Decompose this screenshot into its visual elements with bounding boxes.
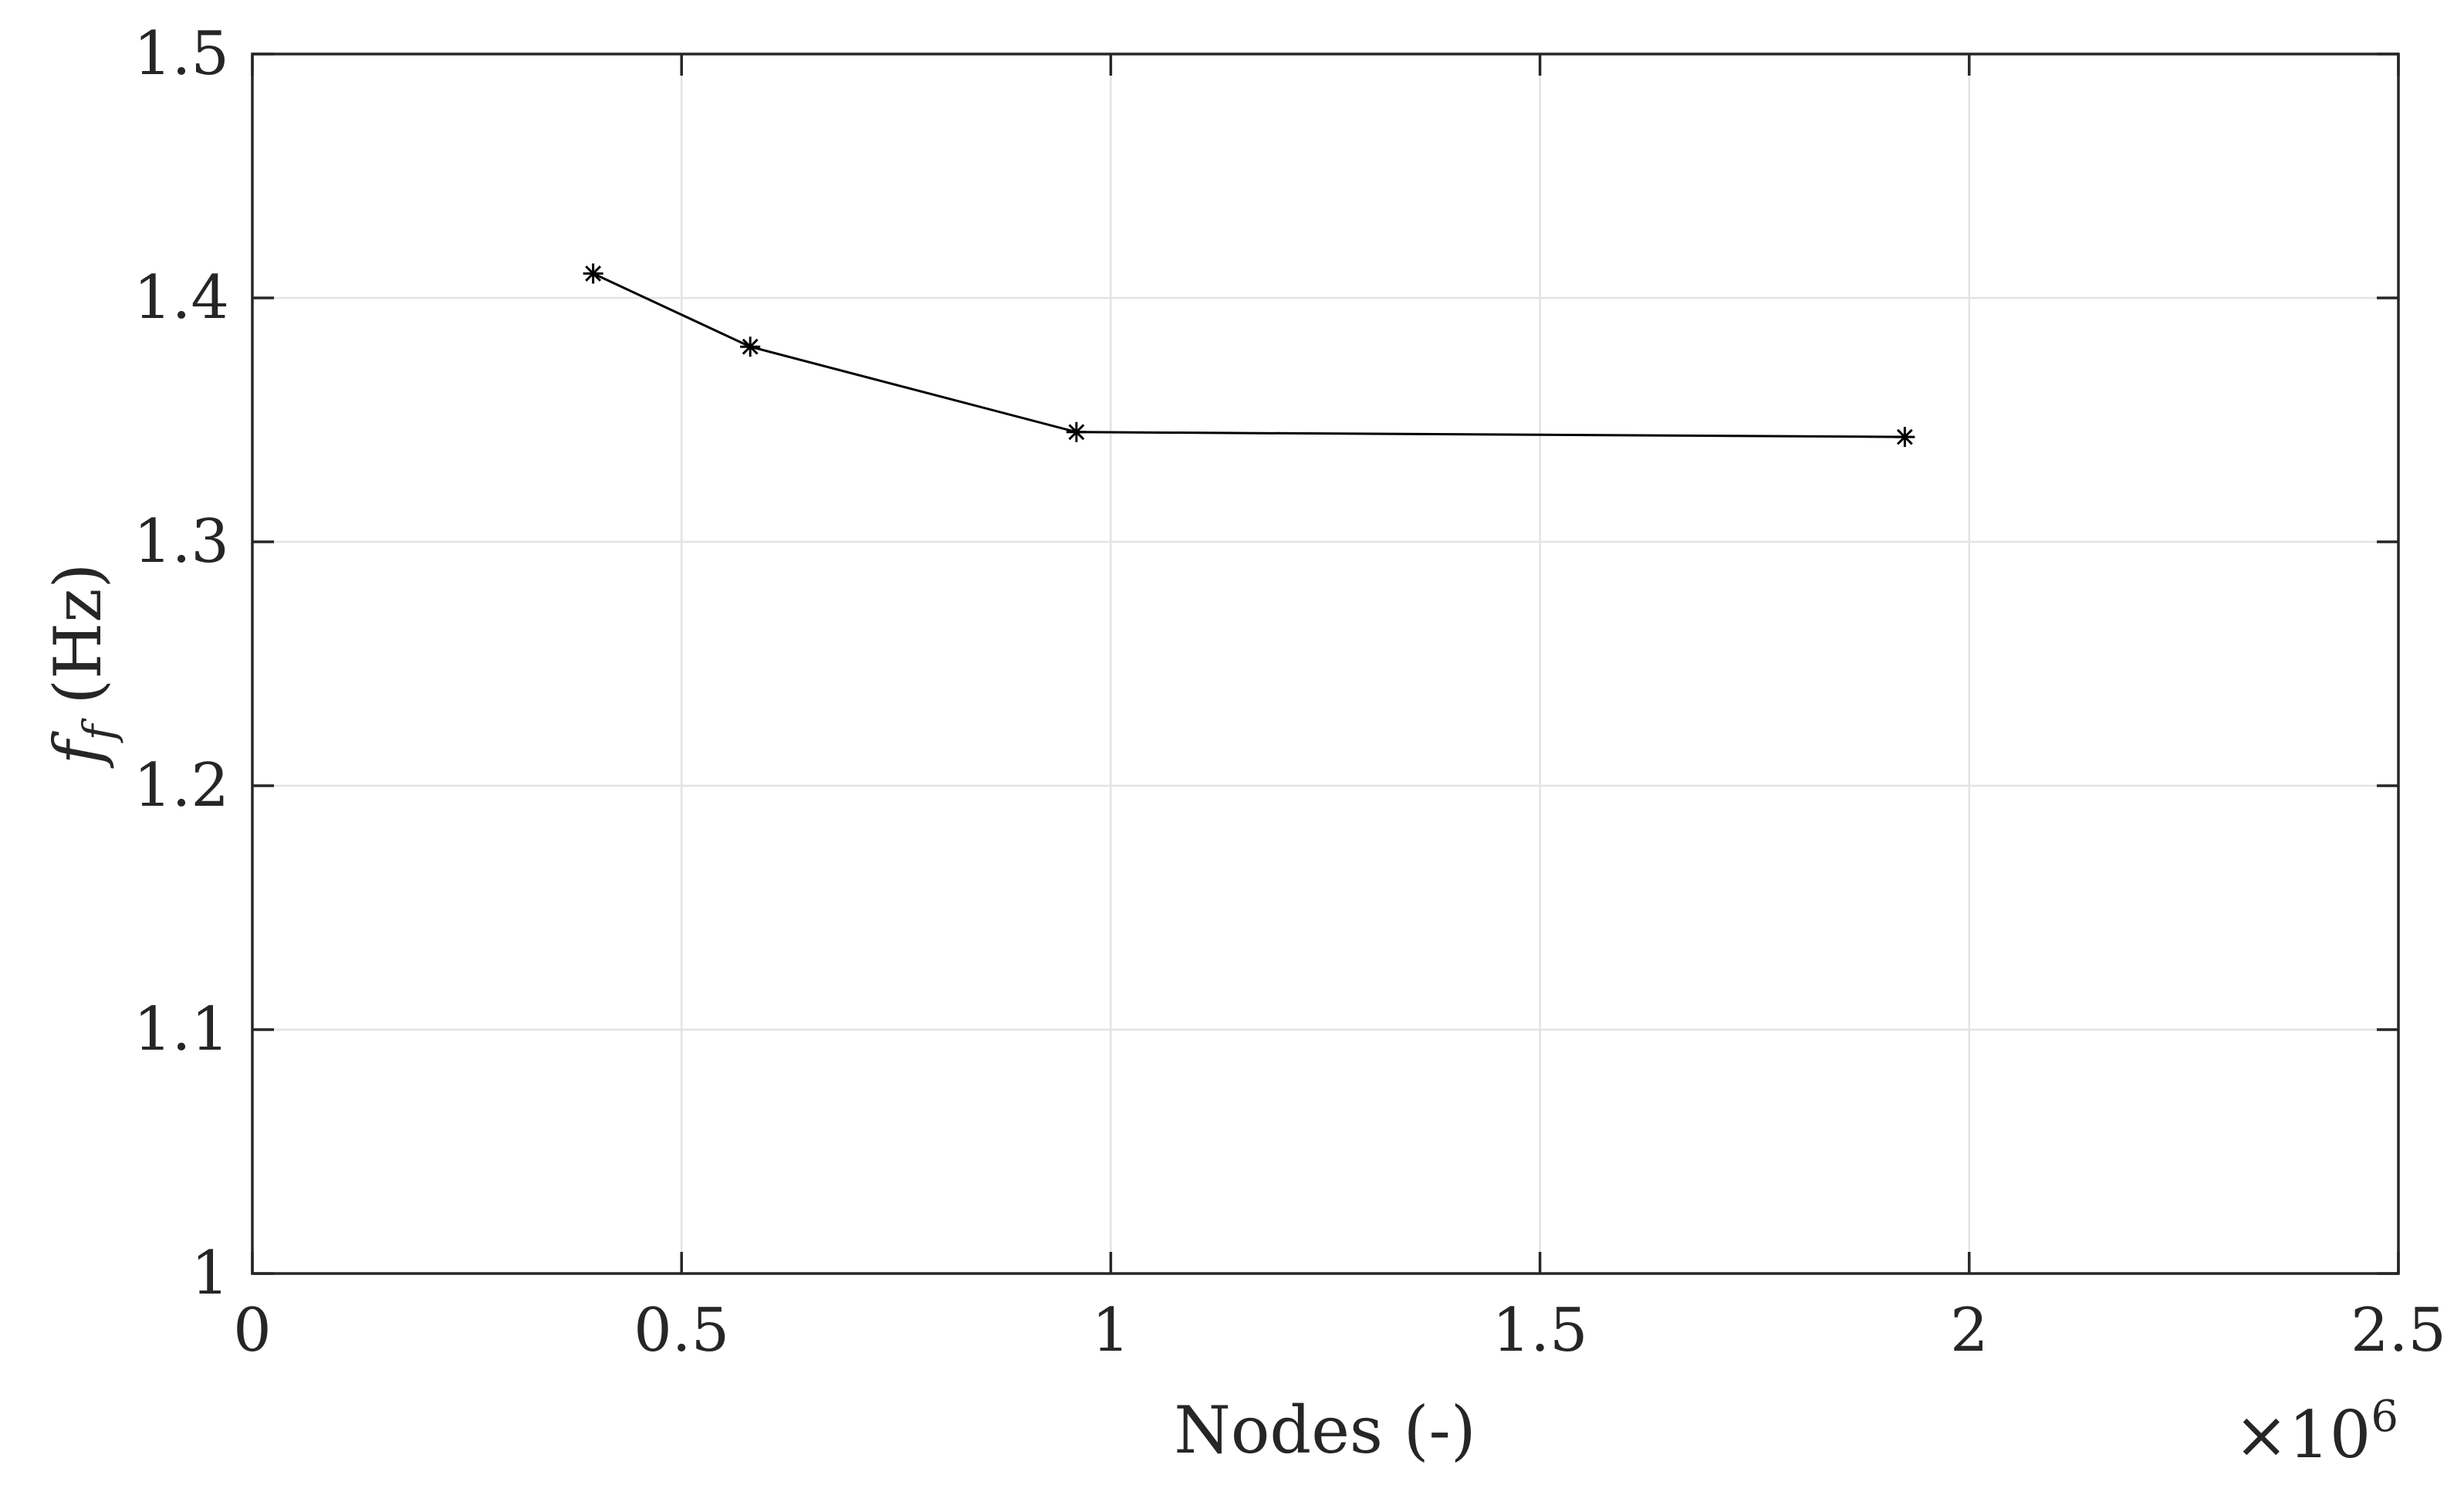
x-tick-label: 2 <box>1950 1296 1989 1365</box>
y-label-unit: (Hz) <box>40 563 116 705</box>
x-tick-labels: 0 0.5 1 1.5 2 2.5 <box>233 1296 2446 1365</box>
x-tick-label: 0.5 <box>634 1296 729 1365</box>
x-multiplier-exponent: 6 <box>2371 1392 2398 1442</box>
x-tick-label: 1 <box>1092 1296 1131 1365</box>
y-axis-label: ff(Hz) <box>40 563 125 770</box>
x-multiplier-prefix: ×10 <box>2234 1397 2371 1473</box>
y-tick-labels: 1 1.1 1.2 1.3 1.4 1.5 <box>134 19 229 1308</box>
tick-marks <box>251 52 2400 1275</box>
data-series <box>583 263 1915 448</box>
x-axis-multiplier: ×106 <box>2234 1392 2398 1473</box>
y-tick-label: 1.4 <box>134 263 229 333</box>
x-tick-label: 2.5 <box>2351 1296 2446 1365</box>
data-point <box>740 337 761 357</box>
y-tick-label: 1.2 <box>134 751 229 820</box>
x-axis-label: Nodes (-) <box>1174 1392 1475 1468</box>
x-tick-label: 0 <box>233 1296 272 1365</box>
plot-area-frame <box>251 52 2400 1275</box>
grid-lines <box>252 54 2398 1274</box>
y-label-subscript: f <box>75 717 125 743</box>
y-tick-label: 1 <box>191 1239 229 1308</box>
data-point <box>1066 421 1087 442</box>
y-tick-label: 1.3 <box>134 507 229 577</box>
y-tick-label: 1.5 <box>134 19 229 89</box>
series-line <box>592 272 1905 438</box>
data-point <box>1894 427 1915 448</box>
y-tick-label: 1.1 <box>134 995 229 1064</box>
x-tick-label: 1.5 <box>1492 1296 1588 1365</box>
data-point <box>583 263 603 284</box>
